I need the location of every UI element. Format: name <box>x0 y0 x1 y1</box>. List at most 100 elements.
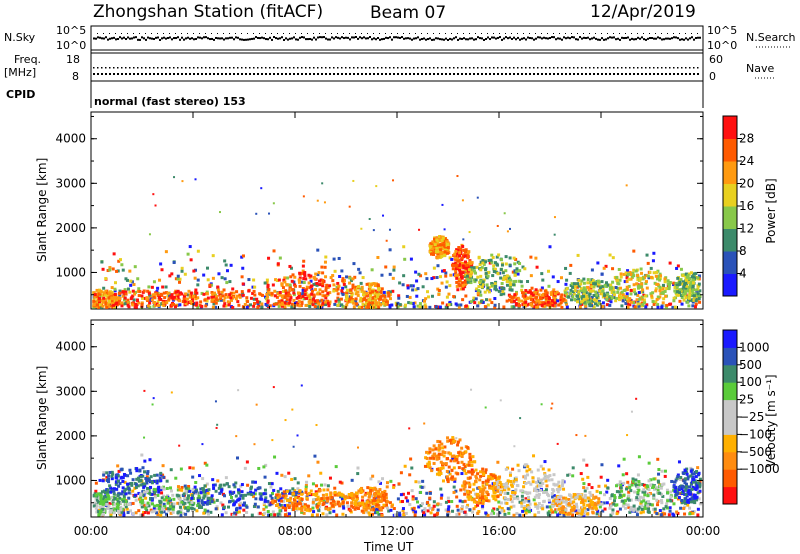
heatmap-cell <box>641 290 645 294</box>
heatmap-cell <box>293 491 297 495</box>
heatmap-cell <box>465 253 469 257</box>
heatmap-cell <box>230 512 234 516</box>
nsky-sample <box>601 37 603 40</box>
heatmap-cell <box>398 303 402 307</box>
heatmap-cell <box>590 281 594 285</box>
heatmap-cell <box>283 504 287 508</box>
heatmap-cell <box>276 292 280 296</box>
heatmap-cell <box>454 249 458 253</box>
heatmap-cell <box>277 278 281 282</box>
heatmap-cell <box>477 510 481 514</box>
heatmap-cell <box>656 274 660 278</box>
heatmap-cell <box>276 489 280 493</box>
heatmap-cell <box>625 184 628 187</box>
heatmap-cell <box>505 274 509 278</box>
heatmap-cell <box>303 289 307 293</box>
heatmap-cell <box>361 495 365 499</box>
heatmap-cell <box>380 490 384 494</box>
heatmap-cell <box>448 300 452 304</box>
heatmap-cell <box>352 493 356 497</box>
nave-sample <box>689 67 691 69</box>
heatmap-cell <box>285 489 289 493</box>
heatmap-cell <box>277 512 281 516</box>
heatmap-cell <box>118 296 122 300</box>
heatmap-cell <box>462 248 466 252</box>
heatmap-cell <box>582 512 586 516</box>
heatmap-cell <box>403 464 407 468</box>
heatmap-cell <box>193 485 197 489</box>
heatmap-cell <box>282 289 286 293</box>
nave-sample <box>245 67 247 69</box>
heatmap-cell <box>401 507 405 511</box>
heatmap-cell <box>459 303 463 307</box>
heatmap-cell <box>439 502 443 506</box>
heatmap-cell <box>323 201 326 204</box>
heatmap-cell <box>207 488 211 492</box>
nave-sample <box>613 67 615 69</box>
heatmap-cell <box>292 304 296 308</box>
heatmap-cell <box>391 289 395 293</box>
heatmap-cell <box>370 283 374 287</box>
heatmap-cell <box>177 496 181 500</box>
heatmap-cell <box>238 293 242 297</box>
heatmap-cell <box>689 271 693 275</box>
heatmap-cell <box>586 508 590 512</box>
heatmap-cell <box>325 299 329 303</box>
nave-sample <box>545 67 547 69</box>
heatmap-cell <box>297 293 301 297</box>
nsearch-sample <box>373 33 374 34</box>
nsearch-sample <box>517 33 518 34</box>
heatmap-cell <box>592 282 596 286</box>
heatmap-cell <box>123 480 127 484</box>
nsky-sample <box>555 38 557 41</box>
heatmap-cell <box>444 508 448 512</box>
nave-sample <box>333 67 335 69</box>
heatmap-cell <box>181 494 185 498</box>
heatmap-cell <box>251 480 255 484</box>
heatmap-cell <box>232 503 236 507</box>
nsky-sample <box>363 36 365 39</box>
heatmap-cell <box>502 287 506 291</box>
heatmap-cell <box>445 280 449 284</box>
heatmap-cell <box>464 304 468 308</box>
heatmap-cell <box>386 291 390 295</box>
heatmap-cell <box>397 294 401 298</box>
heatmap-cell <box>118 512 122 516</box>
heatmap-cell <box>497 289 501 293</box>
freq-sample <box>101 73 103 75</box>
heatmap-cell <box>204 492 208 496</box>
freq-sample <box>437 73 439 75</box>
heatmap-cell <box>492 267 496 271</box>
heatmap-cell <box>124 487 128 491</box>
freq-sample <box>161 73 163 75</box>
nave-sample <box>369 67 371 69</box>
freq-sample <box>133 73 135 75</box>
heatmap-cell <box>626 480 630 484</box>
heatmap-cell <box>532 454 536 458</box>
heatmap-cell <box>414 497 418 501</box>
heatmap-cell <box>155 473 159 477</box>
heatmap-cell <box>324 496 328 500</box>
heatmap-cell <box>438 235 442 239</box>
heatmap-cell <box>433 237 437 241</box>
heatmap-cell <box>412 510 416 514</box>
heatmap-cell <box>140 294 144 298</box>
heatmap-cell <box>256 305 260 309</box>
heatmap-cell <box>663 469 667 473</box>
heatmap-cell <box>120 498 124 502</box>
heatmap-cell <box>226 295 230 299</box>
heatmap-cell <box>110 477 114 481</box>
nsky-sample <box>515 38 517 41</box>
heatmap-cell <box>605 501 609 505</box>
heatmap-cell <box>292 298 296 302</box>
heatmap-cell <box>466 251 470 255</box>
heatmap-cell <box>330 495 334 499</box>
heatmap-cell <box>275 279 279 283</box>
heatmap-cell <box>185 497 189 501</box>
nave-label: Nave <box>746 62 775 75</box>
heatmap-cell <box>300 271 304 275</box>
heatmap-cell <box>128 269 132 273</box>
heatmap-cell <box>456 252 460 256</box>
heatmap-cell <box>126 303 130 307</box>
heatmap-cell <box>140 301 144 305</box>
